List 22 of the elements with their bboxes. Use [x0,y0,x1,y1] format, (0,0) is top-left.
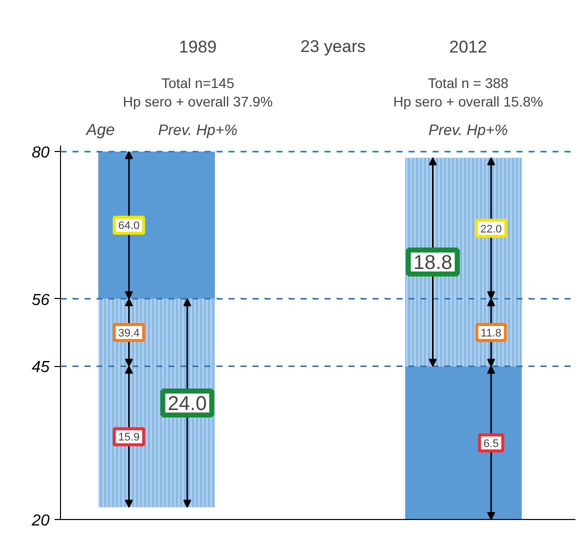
annotation: 6.5 [483,438,499,450]
annotation: 11.8 [480,328,502,340]
annotation: 39.4 [118,328,140,340]
x-tick-label: 1989 [178,38,217,57]
text: Total n = 388 [428,75,509,92]
text: Prev. Hp+% [428,122,508,140]
text: 23 years [300,37,366,56]
y-tick-label: 80 [32,144,50,162]
text: Hp sero + overall 15.8% [393,93,544,110]
annotation: 18.8 [413,252,452,274]
annotation: 22.0 [480,223,502,236]
text: Prev. Hp+% [158,122,238,140]
text: Total n=145 [161,75,234,92]
y-tick-label: 56 [32,292,50,309]
annotation: 15.9 [118,432,140,444]
x-tick-label: 2012 [449,38,488,57]
y-axis-title: Age [85,122,115,140]
annotation: 64.0 [118,220,140,232]
text: Hp sero + overall 37.9% [122,93,273,110]
y-tick-label: 20 [30,512,50,530]
y-tick-label: 45 [32,359,50,376]
annotation: 24.0 [168,393,207,416]
